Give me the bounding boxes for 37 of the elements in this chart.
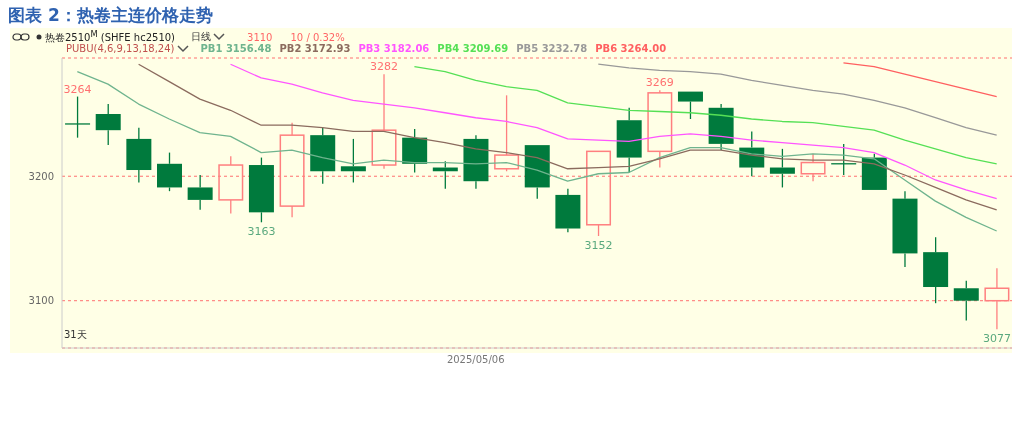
text: 日线 [191,30,212,44]
y-tick-label: 3200 [28,170,54,182]
candlestick [892,190,918,268]
candlestick [279,122,305,218]
annotation: 3282 [370,60,399,74]
candlestick [555,188,581,233]
annotation: 3152 [584,238,613,252]
text: PB2 3172.93 [279,43,351,54]
annotation: 31天 [64,328,87,342]
x-tick-label: 2025/05/06 [446,354,505,366]
series-label: PB4 3209.69 [437,43,509,54]
line-series [137,63,998,211]
chart-subtitle: 热卷2510$^{M}$ (SHFE hc2510) [45,29,176,44]
candlestick [126,127,152,184]
annotation: 3269 [645,76,674,90]
text: PB1 3156.48 [200,43,272,54]
text: 10 / 0.32% [290,31,345,43]
candlestick [708,103,734,151]
candlestick [463,134,489,190]
line-series [413,66,998,165]
annotation: 3264 [63,82,92,96]
line-series [597,63,998,136]
line-series [842,62,998,98]
candlestick [187,174,213,211]
text: PUBU(4,6,9,13,18,24) [66,43,175,54]
candlestick [800,153,826,182]
annotation: 3077 [982,332,1011,346]
annotation: 3163 [247,225,276,239]
chart-title: 图表 2：热卷主连价格走势 [8,4,213,27]
line-series [229,63,998,200]
text: PB3 3182.06 [358,43,430,54]
series-label: PB5 3232.78 [516,43,588,54]
text: PB6 3264.00 [595,43,667,54]
candlestick [371,73,397,170]
text: 3110 [247,31,273,43]
candlestick [984,267,1010,330]
y-tick-label: 3100 [28,295,54,307]
